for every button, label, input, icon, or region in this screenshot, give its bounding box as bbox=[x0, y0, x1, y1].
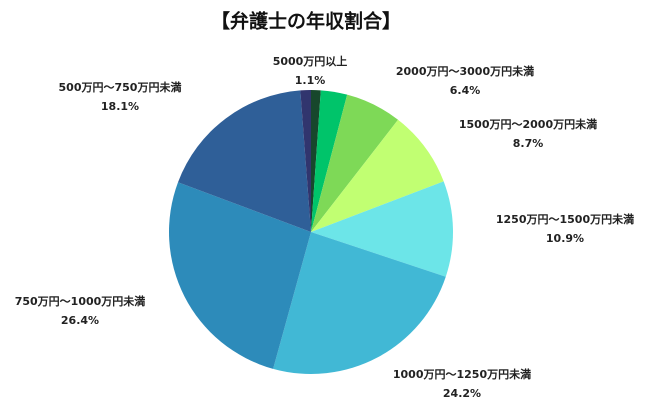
value-label: 10.9% bbox=[546, 232, 584, 245]
slice-label: 1500万円～2000万円未満 bbox=[459, 117, 597, 131]
slice-label: 1000万円～1250万円未満 bbox=[393, 367, 531, 381]
pie-slice bbox=[273, 232, 446, 374]
pie-slice bbox=[300, 90, 311, 232]
value-label: 8.7% bbox=[513, 137, 544, 150]
value-label: 26.4% bbox=[61, 314, 99, 327]
chart-title: 【弁護士の年収割合】 bbox=[211, 10, 401, 33]
slice-label: 750万円～1000万円未満 bbox=[15, 294, 146, 308]
slice-label: 2000万円～3000万円未満 bbox=[396, 64, 534, 78]
value-label: 18.1% bbox=[101, 100, 139, 113]
value-label: 1.1% bbox=[295, 74, 326, 87]
value-label: 6.4% bbox=[450, 84, 481, 97]
pie-slice bbox=[169, 182, 311, 369]
pie-slice bbox=[311, 181, 453, 277]
pie-slice bbox=[311, 90, 348, 233]
slice-label: 500万円～750万円未満 bbox=[59, 80, 182, 94]
pie-slice bbox=[311, 94, 399, 232]
pie-slice bbox=[311, 90, 321, 232]
value-label: 24.2% bbox=[443, 387, 481, 400]
pie-slice bbox=[178, 90, 311, 232]
slice-label: 5000万円以上 bbox=[273, 54, 348, 68]
pie-slice bbox=[311, 119, 444, 232]
slice-label: 1250万円～1500万円未満 bbox=[496, 212, 634, 226]
